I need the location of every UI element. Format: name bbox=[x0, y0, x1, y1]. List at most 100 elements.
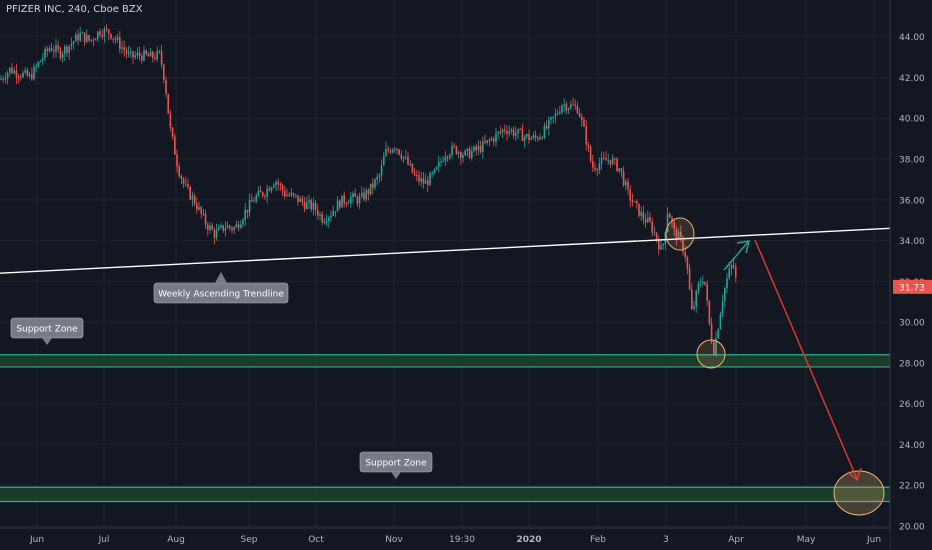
time-tick-label: Oct bbox=[308, 535, 324, 545]
candle-body bbox=[185, 183, 187, 185]
time-tick-label: Aug bbox=[167, 535, 185, 545]
candle-body bbox=[167, 93, 169, 114]
price-tick-label: 28.00 bbox=[899, 359, 925, 369]
candle-body bbox=[218, 227, 220, 231]
candle-body bbox=[2, 78, 4, 80]
candle-body bbox=[649, 217, 651, 222]
candle-body bbox=[440, 161, 442, 163]
candle-body bbox=[431, 172, 433, 174]
candle-body bbox=[193, 195, 196, 204]
candle-body bbox=[229, 225, 231, 228]
candle-body bbox=[163, 64, 165, 80]
candle-body bbox=[493, 138, 495, 142]
candle-body bbox=[420, 178, 422, 182]
candle-body bbox=[484, 141, 486, 143]
candle-body bbox=[411, 163, 414, 173]
candle-body bbox=[721, 300, 724, 314]
candle-body bbox=[79, 32, 81, 41]
candle-body bbox=[490, 138, 493, 141]
time-axis-background bbox=[0, 528, 890, 550]
candle-body bbox=[312, 202, 315, 210]
candle-body bbox=[341, 195, 343, 208]
candle-body bbox=[578, 113, 581, 117]
candle-body bbox=[592, 161, 594, 168]
candle-body bbox=[561, 105, 563, 113]
chart-title: PFIZER INC, 240, Cboe BZX bbox=[6, 4, 143, 15]
candle-body bbox=[614, 158, 616, 160]
candle-body bbox=[248, 199, 251, 213]
candle-body bbox=[286, 194, 288, 197]
candle-body bbox=[70, 43, 73, 47]
candle-body bbox=[391, 149, 394, 153]
candle-body bbox=[334, 211, 337, 213]
support-zone-band bbox=[0, 354, 890, 367]
candle-body bbox=[273, 185, 275, 188]
candle-body bbox=[653, 232, 656, 234]
candle-body bbox=[466, 148, 469, 151]
candle-body bbox=[345, 203, 348, 205]
candle-body bbox=[559, 112, 561, 114]
candle-body bbox=[198, 206, 200, 210]
candle-body bbox=[600, 157, 603, 164]
candle-body bbox=[495, 133, 497, 142]
candle-body bbox=[367, 190, 370, 195]
candle-body bbox=[321, 214, 323, 223]
candle-body bbox=[303, 202, 306, 210]
candle-body bbox=[13, 70, 15, 74]
candle-body bbox=[453, 145, 455, 147]
candle-body bbox=[152, 51, 154, 58]
candle-body bbox=[365, 190, 367, 200]
price-tick-label: 38.00 bbox=[899, 156, 925, 166]
candle-body bbox=[57, 45, 59, 50]
time-tick-label: May bbox=[797, 535, 816, 545]
candle-body bbox=[532, 135, 535, 138]
candle-body bbox=[541, 137, 543, 139]
candle-body bbox=[611, 158, 614, 165]
candle-body bbox=[565, 104, 568, 111]
candle-body bbox=[455, 146, 458, 154]
candle-body bbox=[246, 209, 249, 213]
gridlines bbox=[0, 0, 890, 528]
candle-body bbox=[534, 135, 537, 138]
candle-body bbox=[319, 214, 321, 216]
candle-body bbox=[471, 151, 473, 158]
candle-body bbox=[222, 225, 224, 231]
candle-body bbox=[284, 190, 286, 197]
candle-body bbox=[728, 268, 730, 279]
candle-body bbox=[543, 125, 546, 139]
candle-body bbox=[103, 28, 106, 37]
candle-body bbox=[22, 72, 24, 78]
candle-body bbox=[717, 329, 719, 339]
candle-body bbox=[726, 278, 728, 289]
price-tick-label: 40.00 bbox=[899, 115, 925, 125]
candle-body bbox=[64, 46, 66, 55]
candle-body bbox=[563, 104, 565, 106]
candle-body bbox=[664, 231, 667, 245]
time-tick-label: 19:30 bbox=[449, 535, 475, 545]
candle-body bbox=[693, 306, 695, 309]
candle-body bbox=[640, 211, 642, 217]
candle-body bbox=[178, 166, 180, 176]
candle-body bbox=[141, 55, 143, 61]
candle-body bbox=[134, 55, 136, 58]
candle-body bbox=[552, 116, 554, 118]
candle-body bbox=[189, 186, 191, 200]
price-tick-label: 26.00 bbox=[899, 400, 925, 410]
candle-body bbox=[290, 193, 293, 196]
candle-body bbox=[598, 163, 601, 170]
candles bbox=[0, 24, 737, 358]
candle-body bbox=[636, 201, 638, 204]
candle-body bbox=[519, 128, 521, 130]
candle-body bbox=[136, 52, 139, 56]
candle-body bbox=[506, 130, 508, 134]
candle-body bbox=[116, 37, 119, 40]
candle-body bbox=[119, 37, 121, 49]
price-tick-label: 22.00 bbox=[899, 482, 925, 492]
candle-body bbox=[143, 50, 145, 61]
candle-body bbox=[358, 196, 361, 204]
candle-body bbox=[662, 244, 664, 246]
candle-body bbox=[35, 66, 37, 68]
candle-body bbox=[378, 175, 381, 178]
candle-body bbox=[647, 217, 649, 223]
candle-body bbox=[156, 51, 158, 60]
